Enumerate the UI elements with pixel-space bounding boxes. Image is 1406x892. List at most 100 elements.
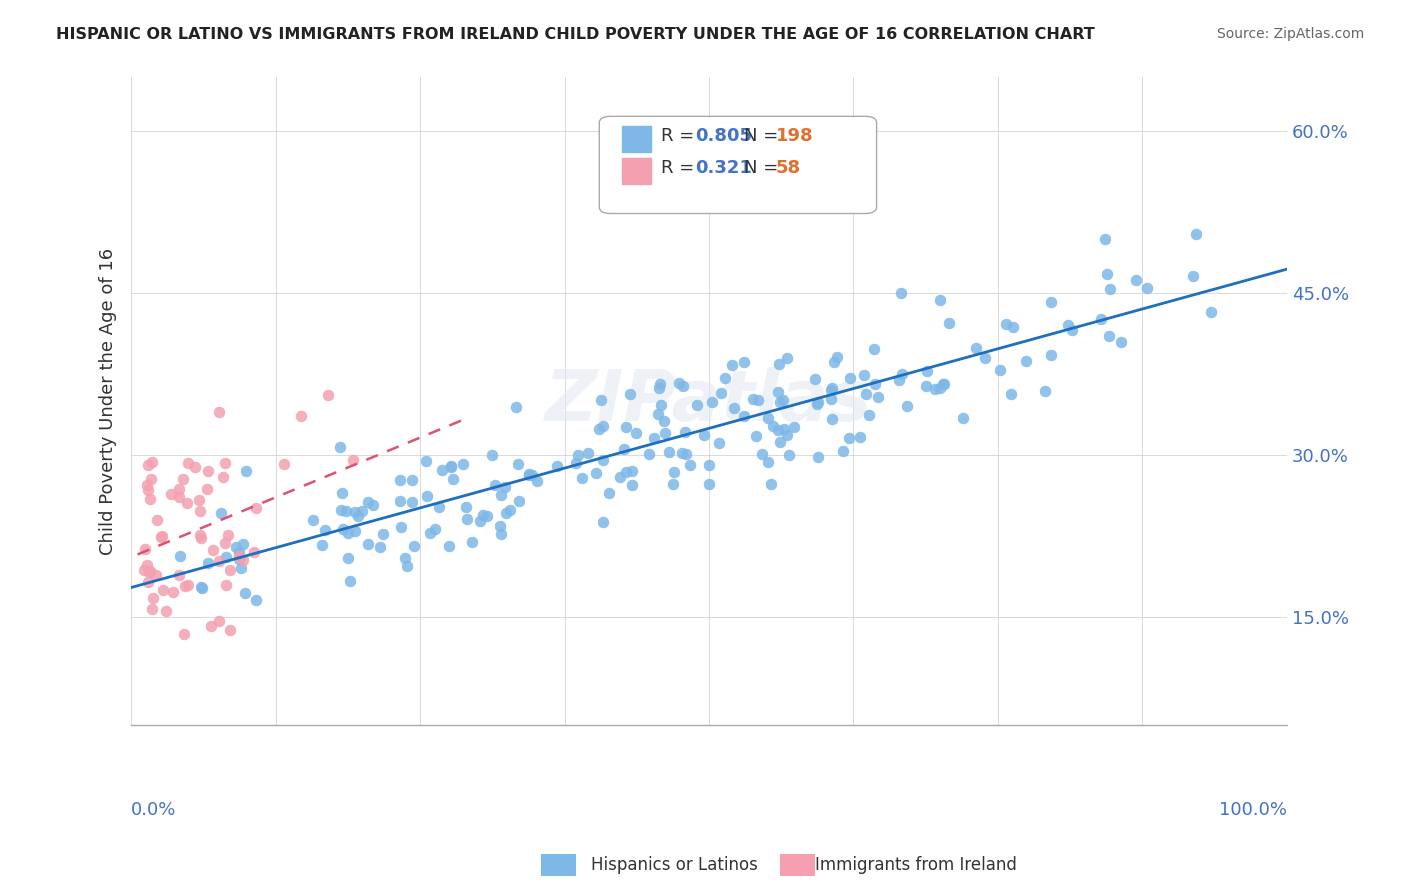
Point bbox=[520, 467, 543, 482]
Point bbox=[461, 535, 484, 549]
Point bbox=[643, 431, 665, 445]
Point bbox=[710, 385, 733, 400]
Point bbox=[215, 550, 238, 565]
Point bbox=[139, 472, 162, 486]
Point bbox=[332, 522, 354, 536]
Point bbox=[751, 447, 773, 461]
Point bbox=[134, 541, 156, 556]
Point bbox=[188, 528, 211, 542]
Point bbox=[233, 585, 256, 599]
Point bbox=[336, 525, 359, 540]
Point bbox=[368, 540, 391, 554]
Point bbox=[214, 456, 236, 470]
Point bbox=[592, 516, 614, 530]
Point bbox=[195, 482, 218, 496]
Point bbox=[654, 426, 676, 441]
Point bbox=[197, 556, 219, 570]
Point bbox=[1185, 227, 1208, 242]
Point bbox=[775, 428, 797, 442]
Point bbox=[441, 472, 464, 486]
Point bbox=[136, 477, 159, 491]
Point bbox=[1090, 312, 1112, 326]
Point bbox=[733, 355, 755, 369]
Point bbox=[139, 565, 162, 579]
Point bbox=[190, 580, 212, 594]
Point bbox=[184, 459, 207, 474]
Point bbox=[330, 486, 353, 500]
Point bbox=[471, 508, 494, 522]
Point bbox=[821, 411, 844, 425]
Point bbox=[456, 500, 478, 514]
Point bbox=[352, 504, 374, 518]
Point bbox=[965, 341, 987, 355]
Point bbox=[190, 531, 212, 545]
Point bbox=[437, 539, 460, 553]
Point bbox=[862, 343, 884, 357]
Point bbox=[766, 423, 789, 437]
Point bbox=[150, 528, 173, 542]
Point bbox=[167, 483, 190, 497]
Point bbox=[145, 513, 167, 527]
Point bbox=[849, 430, 872, 444]
Point bbox=[228, 549, 250, 563]
Point bbox=[494, 480, 516, 494]
Point bbox=[489, 527, 512, 541]
Point bbox=[526, 474, 548, 488]
Point bbox=[672, 379, 695, 393]
Point bbox=[807, 395, 830, 409]
Point bbox=[357, 537, 380, 551]
Point bbox=[145, 567, 167, 582]
Point bbox=[932, 377, 955, 392]
Point bbox=[339, 574, 361, 588]
Point bbox=[155, 605, 177, 619]
Point bbox=[404, 539, 426, 553]
Point bbox=[427, 500, 450, 515]
Point bbox=[188, 504, 211, 518]
Point bbox=[329, 440, 352, 454]
Point bbox=[484, 478, 506, 492]
Point bbox=[650, 398, 672, 412]
Point bbox=[141, 601, 163, 615]
Point bbox=[425, 522, 447, 536]
Point bbox=[766, 384, 789, 399]
Point bbox=[508, 494, 530, 508]
Point bbox=[887, 373, 910, 387]
Point bbox=[613, 442, 636, 456]
Point bbox=[228, 545, 250, 559]
Point bbox=[891, 367, 914, 381]
Point bbox=[488, 518, 510, 533]
Point bbox=[772, 392, 794, 407]
Point bbox=[214, 578, 236, 592]
Point bbox=[697, 477, 720, 491]
Point bbox=[823, 355, 845, 369]
Point bbox=[389, 520, 412, 534]
Point bbox=[138, 565, 160, 579]
Point bbox=[1094, 232, 1116, 246]
Point bbox=[865, 377, 887, 392]
Point bbox=[232, 552, 254, 566]
Point bbox=[219, 623, 242, 637]
Point bbox=[232, 537, 254, 551]
Point bbox=[768, 357, 790, 371]
Point bbox=[188, 492, 211, 507]
Point bbox=[1199, 304, 1222, 318]
Point bbox=[773, 422, 796, 436]
Point bbox=[668, 376, 690, 391]
Point bbox=[609, 469, 631, 483]
Point bbox=[207, 404, 229, 418]
Text: 0.0%: 0.0% bbox=[131, 801, 177, 819]
Point bbox=[775, 351, 797, 365]
Point bbox=[136, 574, 159, 589]
Point bbox=[934, 376, 956, 391]
Text: N =: N = bbox=[744, 159, 783, 178]
Point bbox=[806, 450, 828, 464]
Point bbox=[141, 455, 163, 469]
Point bbox=[994, 317, 1017, 331]
Point bbox=[825, 350, 848, 364]
Point bbox=[806, 397, 828, 411]
Point bbox=[1000, 387, 1022, 401]
Point bbox=[235, 464, 257, 478]
Bar bbox=[623, 126, 651, 152]
Point bbox=[693, 428, 716, 442]
Point bbox=[831, 444, 853, 458]
